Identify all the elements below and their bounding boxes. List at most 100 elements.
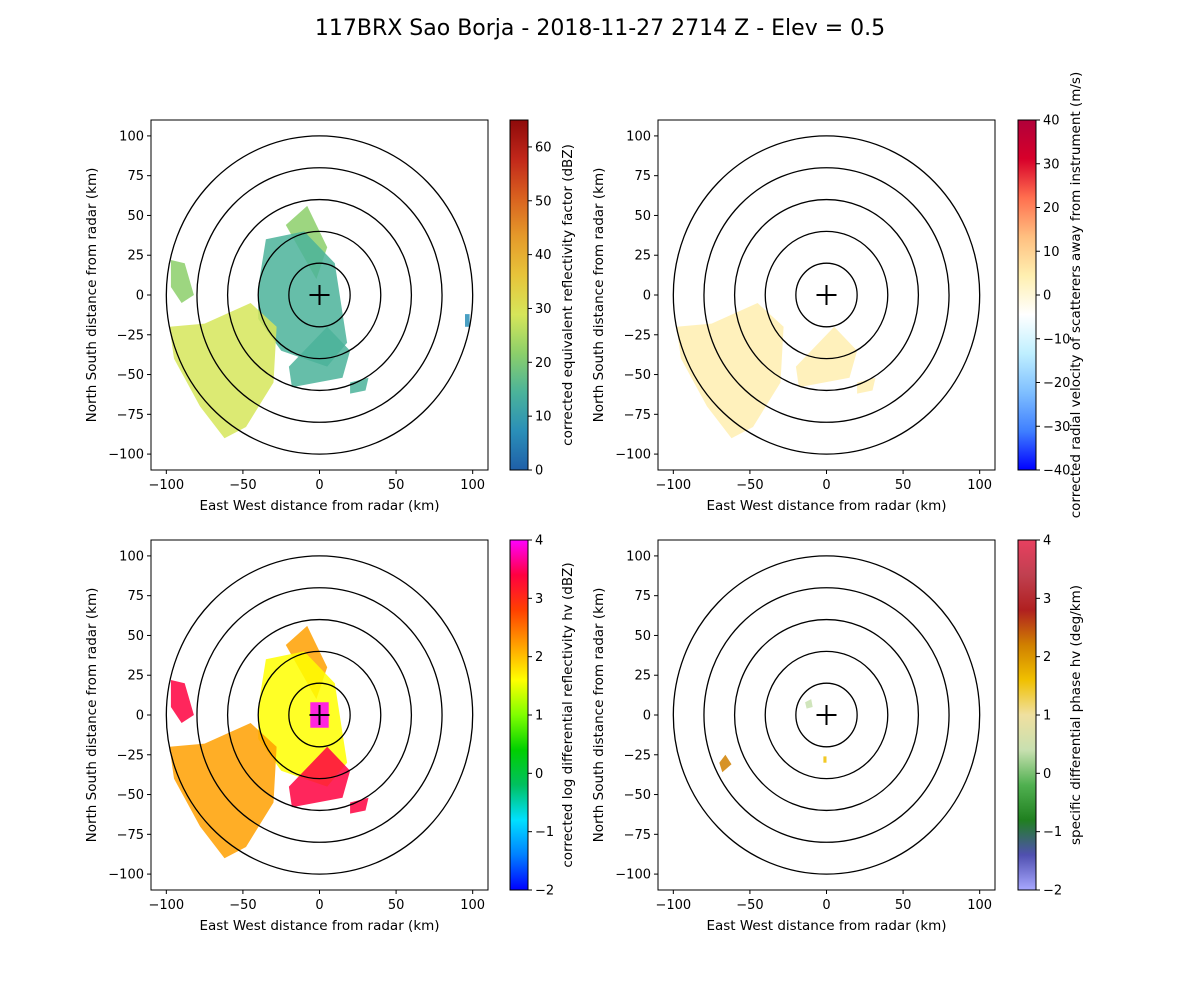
colorbar-tick-label: 30 — [535, 302, 552, 317]
echo-layer — [169, 625, 369, 859]
colorbar-tick-label: −2 — [1043, 884, 1062, 899]
echo-southwest-cell — [719, 754, 732, 773]
y-tick-label: −75 — [117, 408, 144, 423]
y-tick-label: −25 — [624, 748, 651, 763]
echo-layer — [169, 205, 470, 439]
colorbar: −40 −30 −20 −10 0 10 20 30 40 corrected radial ve… — [1017, 72, 1084, 518]
range-ring-60km — [226, 198, 413, 392]
y-tick-label: −75 — [624, 408, 651, 423]
colorbar-tick-label: 60 — [535, 140, 552, 155]
y-tick-label: −50 — [117, 368, 144, 383]
x-tick-label: 50 — [895, 478, 912, 493]
y-tick-label: −100 — [108, 448, 144, 463]
colorbar-tick-label: −40 — [1043, 464, 1070, 479]
colorbar-tick-label: 4 — [535, 534, 543, 549]
colorbar-bar — [509, 539, 529, 891]
y-tick-label: −25 — [117, 328, 144, 343]
y-tick-label: −100 — [615, 448, 651, 463]
panel-top-left: −100 −50 0 50 100−100−75−50−250255075100East… — [84, 119, 576, 514]
y-tick-label: 100 — [626, 549, 651, 564]
colorbar-tick-label: −1 — [535, 825, 554, 840]
range-ring-100km — [165, 555, 474, 875]
colorbar-tick-label: 20 — [1043, 201, 1060, 216]
y-tick-label: 50 — [127, 209, 144, 224]
x-tick-label: 100 — [460, 478, 485, 493]
x-tick-label: 0 — [315, 478, 323, 493]
colorbar-tick-label: −30 — [1043, 420, 1070, 435]
echo-layer — [676, 205, 977, 439]
colorbar-tick-label: −10 — [1043, 332, 1070, 347]
range-ring-20km — [288, 682, 351, 748]
echo-southwest-band — [169, 303, 277, 439]
y-tick-label: 25 — [127, 249, 144, 264]
echo-small-cell-near-radar — [805, 699, 813, 709]
panel-bottom-left: −100 −50 0 50 100 −100 −75 −50 −25 0 25 50 75 100 East… — [84, 534, 576, 935]
echo-west-cells — [170, 260, 194, 303]
colorbar-tick-label: 4 — [1043, 534, 1051, 549]
colorbar-bar — [509, 119, 529, 471]
echo-southwest-band — [169, 723, 277, 859]
y-tick-label: −75 — [624, 828, 651, 843]
range-ring-40km — [764, 650, 889, 780]
x-tick-label: 50 — [388, 478, 405, 493]
colorbar-bar — [1017, 119, 1037, 471]
range-ring-60km — [733, 618, 920, 812]
colorbar-tick-label: 40 — [1043, 114, 1060, 129]
colorbar-tick-label: 0 — [1043, 289, 1051, 304]
range-ring-80km — [703, 167, 950, 423]
x-tick-label: −100 — [655, 478, 691, 493]
colorbar-tick-label: 1 — [535, 709, 543, 724]
range-ring-40km — [257, 650, 382, 780]
range-ring-100km — [672, 135, 981, 455]
x-tick-label: −100 — [655, 898, 691, 913]
x-axis-label: East West distance from radar (km) — [706, 498, 946, 514]
x-tick-label: 0 — [822, 898, 830, 913]
y-tick-label: −50 — [624, 368, 651, 383]
y-tick-label: −100 — [108, 868, 144, 883]
echo-east-fragment — [350, 797, 369, 814]
colorbar-tick-label: 3 — [535, 592, 543, 607]
range-ring-20km — [288, 262, 351, 328]
colorbar-tick-label: −2 — [535, 884, 554, 899]
echo-far-east-fragment — [465, 314, 470, 327]
echo-southeast-tail — [795, 326, 858, 388]
colorbar-tick-label: 3 — [1043, 592, 1051, 607]
echo-southeast-tail — [288, 746, 351, 808]
echo-west-cells — [677, 260, 701, 303]
echo-far-east-fragment — [972, 314, 977, 327]
x-axis-label: East West distance from radar (km) — [199, 918, 439, 934]
panel-top-right: −100 −50 0 50 100−100−75−50−250255075100East… — [591, 72, 1084, 518]
y-tick-label: −100 — [615, 868, 651, 883]
echo-layer — [719, 699, 827, 773]
echo-southwest-band — [676, 303, 784, 439]
y-tick-label: 25 — [634, 669, 651, 684]
colorbar-tick-label: −1 — [1043, 825, 1062, 840]
x-tick-label: −50 — [736, 478, 763, 493]
y-tick-label: 50 — [634, 209, 651, 224]
range-ring-80km — [196, 587, 443, 843]
colorbar-bar — [1017, 539, 1037, 891]
y-tick-label: 75 — [127, 169, 144, 184]
x-tick-label: 100 — [460, 898, 485, 913]
range-ring-40km — [764, 230, 889, 360]
echo-east-fragment — [857, 377, 876, 394]
range-ring-80km — [703, 587, 950, 843]
colorbar: −2 −1 0 1 2 3 4 specific differential phase hv … — [1017, 534, 1084, 899]
y-tick-label: 0 — [136, 289, 144, 304]
y-tick-label: −25 — [624, 328, 651, 343]
y-axis-label: North South distance from radar (km) — [591, 168, 607, 423]
y-tick-label: 75 — [634, 169, 651, 184]
y-tick-label: −50 — [624, 788, 651, 803]
colorbar-label: corrected equivalent reflectivity factor… — [560, 144, 576, 446]
y-axis-label: North South distance from radar (km) — [591, 588, 607, 843]
colorbar-tick-label: 40 — [535, 248, 552, 263]
colorbar-tick-label: 0 — [1043, 767, 1051, 782]
echo-south-speck — [823, 756, 827, 763]
colorbar-tick-label: 10 — [535, 410, 552, 425]
colorbar-tick-label: 1 — [1043, 709, 1051, 724]
y-tick-label: 100 — [119, 129, 144, 144]
y-tick-label: 50 — [634, 629, 651, 644]
x-tick-label: 100 — [967, 478, 992, 493]
y-axis-label: North South distance from radar (km) — [84, 168, 100, 423]
